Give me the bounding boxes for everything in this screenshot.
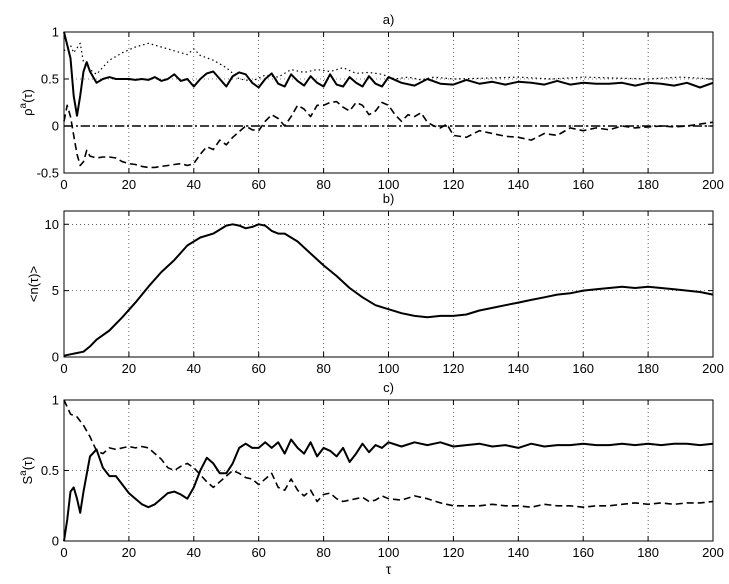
- y-tick-label: 1: [52, 393, 59, 408]
- y-tick-label: 0.5: [41, 72, 59, 87]
- x-tick-label: 120: [443, 361, 465, 376]
- x-tick-label: 0: [60, 545, 67, 560]
- x-tick-label: 80: [316, 545, 330, 560]
- y-axis-label-superscript: a: [18, 470, 29, 476]
- x-tick-label: 160: [572, 177, 594, 192]
- x-tick-label: 0: [60, 177, 67, 192]
- panel-2: 0 20 40 60 80 100 120 140 160 180 200 0 5 10 b) <n(τ)>: [26, 191, 724, 376]
- x-tick-label: 40: [187, 361, 201, 376]
- x-tick-label: 20: [122, 361, 136, 376]
- x-tick-label: 60: [251, 545, 265, 560]
- y-tick-label: 0: [52, 119, 59, 134]
- x-tick-label: 80: [316, 361, 330, 376]
- y-axis-label: Sa(τ): [18, 456, 35, 484]
- plot-area: [64, 32, 713, 173]
- x-tick-label: 80: [316, 177, 330, 192]
- x-tick-label: 40: [187, 177, 201, 192]
- y-axis-label-main: ρ: [20, 108, 35, 115]
- x-axis-label: τ: [386, 561, 392, 577]
- series-line-solid: [63, 438, 714, 542]
- x-tick-label: 160: [572, 545, 594, 560]
- x-tick-label: 180: [637, 361, 659, 376]
- series-line-dashed: [63, 399, 714, 508]
- panel-title: c): [383, 380, 394, 395]
- panel-3: 0 20 40 60 80 100 120 140 160 180 200 0 0.5 1 c) Sa(τ) τ: [18, 380, 724, 577]
- y-axis-label-main: S: [20, 476, 35, 485]
- y-axis-label-tail: (τ): [20, 456, 35, 470]
- y-tick-label: 10: [45, 217, 59, 232]
- x-tick-label: 180: [637, 177, 659, 192]
- x-tick-label: 100: [378, 361, 400, 376]
- y-tick-label: 0: [52, 350, 59, 365]
- y-axis-label-superscript: a: [18, 102, 29, 108]
- x-tick-label: 120: [443, 545, 465, 560]
- x-tick-label: 20: [122, 177, 136, 192]
- panel-title: a): [383, 12, 395, 27]
- y-tick-label: -0.5: [37, 166, 59, 181]
- y-tick-label: 0.5: [41, 463, 59, 478]
- series-line-dashed: [63, 100, 714, 169]
- x-tick-label: 160: [572, 361, 594, 376]
- series-line-dotted: [63, 42, 714, 82]
- panel-1: 0 20 40 60 80 100 120 140 160 180 200-0.500.51a)ρa…: [18, 12, 724, 192]
- x-tick-label: 140: [507, 361, 529, 376]
- series-line-solid: [63, 223, 714, 357]
- x-tick-label: 60: [251, 177, 265, 192]
- y-tick-label: 5: [52, 283, 59, 298]
- x-tick-label: 100: [378, 545, 400, 560]
- y-axis-label-main: <n(τ)>: [26, 266, 41, 302]
- x-tick-label: 180: [637, 545, 659, 560]
- x-tick-label: 200: [702, 545, 724, 560]
- y-tick-label: 1: [52, 25, 59, 40]
- panels: 0 20 40 60 80 100 120 140 160 180 200-0.500.51a)ρa…: [18, 12, 724, 577]
- x-tick-label: 200: [702, 177, 724, 192]
- x-tick-label: 100: [378, 177, 400, 192]
- x-tick-label: 20: [122, 545, 136, 560]
- x-tick-label: 140: [507, 177, 529, 192]
- series-line-solid: [63, 31, 714, 117]
- y-axis-label-tail: (τ): [20, 89, 35, 103]
- x-tick-label: 0: [60, 361, 67, 376]
- y-axis-label: <n(τ)>: [26, 266, 41, 302]
- y-tick-label: 0: [52, 534, 59, 549]
- x-tick-label: 60: [251, 361, 265, 376]
- x-tick-label: 140: [507, 545, 529, 560]
- x-tick-label: 200: [702, 361, 724, 376]
- x-tick-label: 40: [187, 545, 201, 560]
- y-axis-label: ρa(τ): [18, 89, 35, 116]
- x-tick-label: 120: [443, 177, 465, 192]
- panel-title: b): [383, 191, 395, 206]
